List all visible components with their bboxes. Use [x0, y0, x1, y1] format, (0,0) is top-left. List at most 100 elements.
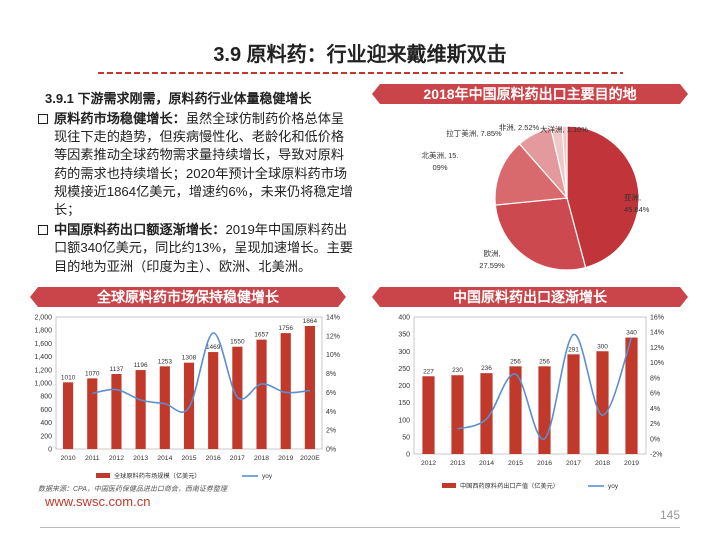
bar-value-label: 1657: [254, 332, 269, 339]
bar: [480, 373, 493, 454]
x-tick-label: 2015: [508, 460, 523, 467]
section-subtitle: 3.9.1 下游需求刚需，原料药行业体量稳健增长: [45, 91, 312, 106]
x-tick-label: 2014: [479, 460, 494, 467]
bar-value-label: 1196: [134, 362, 148, 369]
x-tick-label: 2017: [566, 460, 581, 467]
yoy-line: [457, 333, 633, 440]
bar: [159, 366, 170, 449]
pie-label: 大洋洲, 1.10%: [540, 124, 588, 134]
y-right-tick-label: 6%: [326, 390, 336, 397]
legend-line-label: yoy: [262, 473, 273, 480]
bullet-market-growth: 原料药市场稳健增长：虽然全球仿制药价格总体呈现往下走的趋势，但疾病慢性化、老龄化…: [38, 110, 356, 219]
y-right-tick-label: 8%: [326, 371, 336, 378]
y-left-tick-label: 1,800: [34, 328, 52, 335]
y-left-tick-label: 2,000: [34, 315, 52, 322]
export-chart: 0 50 100 150 200 250 300 350 400 -2% 0% 2% 4% 6% 8% 10%…: [398, 315, 664, 491]
bar: [304, 325, 315, 449]
data-source: 数据来源：CPA，中国医药保健品进出口商会，西南证券整理: [38, 486, 227, 493]
y-right-tick-label: 10%: [326, 352, 340, 359]
bar-value-label: 1308: [182, 355, 197, 362]
bullet-export-growth: 中国原料药出口额逐渐增长：2019年中国原料药出口额340亿美元，同比约13%，…: [38, 221, 356, 276]
x-tick-label: 2012: [421, 460, 436, 467]
bar: [63, 382, 74, 449]
pie-label: 拉丁美洲, 7.85%: [446, 128, 502, 138]
y-left-tick-label: 1,600: [34, 341, 52, 348]
bar-value-label: 236: [481, 365, 492, 372]
bar: [280, 333, 291, 449]
y-right-tick-label: 12%: [650, 345, 664, 352]
y-left-tick-label: 200: [40, 433, 52, 440]
y-left-tick-label: 1,000: [34, 381, 52, 388]
bar: [509, 366, 522, 454]
pie-slice-亚洲: [566, 125, 640, 269]
y-right-tick-label: 4%: [650, 406, 660, 413]
checkbox-icon: [38, 225, 48, 236]
bar-value-label: 340: [626, 330, 637, 337]
bar-value-label: 1756: [278, 325, 293, 332]
bar: [422, 376, 435, 454]
bullet-text: 2019年中国原料药出口额340亿美元，同比约13%，呈现加速增长。主要目的地为…: [54, 222, 353, 274]
y-right-tick-label: 14%: [650, 330, 664, 337]
bar-value-label: 256: [510, 358, 521, 365]
y-left-tick-label: 150: [398, 400, 410, 407]
bar-value-label: 1010: [61, 374, 76, 381]
y-left-tick-label: 1,400: [34, 354, 52, 361]
bar-value-label: 1864: [303, 318, 318, 325]
global-chart-title: 全球原料药市场保持稳健增长: [30, 287, 346, 307]
x-tick-label: 2015: [181, 455, 196, 462]
y-left-tick-label: 0: [48, 447, 52, 454]
bar: [87, 378, 98, 449]
checkbox-icon: [38, 114, 48, 124]
y-left-tick-label: 100: [398, 417, 410, 424]
legend-bar-swatch: [442, 483, 456, 488]
x-tick-label: 2019: [278, 455, 293, 462]
legend-line-label: yoy: [608, 483, 619, 490]
y-right-tick-label: 16%: [650, 315, 664, 322]
y-left-tick-label: 1,200: [34, 367, 52, 374]
x-tick-label: 2017: [230, 455, 245, 462]
plot-frame: [413, 316, 647, 455]
bar-value-label: 291: [568, 346, 579, 353]
bar-value-label: 1070: [85, 370, 100, 377]
y-left-tick-label: 0: [406, 452, 410, 459]
bar-value-label: 1469: [206, 344, 221, 351]
x-tick-label: 2018: [595, 460, 610, 467]
y-right-tick-label: 2%: [650, 421, 660, 428]
title-divider: [98, 72, 623, 74]
y-right-tick-label: 10%: [650, 360, 664, 367]
x-tick-label: 2013: [450, 460, 465, 467]
y-right-tick-label: 6%: [650, 391, 660, 398]
y-right-tick-label: 0%: [650, 436, 660, 443]
pie-chart: 亚洲, 45.84% 欧洲, 27.59% 北美洲, 15. 09% 拉丁美洲, 7.85%…: [421, 122, 650, 271]
bar: [625, 337, 638, 454]
x-tick-label: 2019: [624, 460, 639, 467]
y-right-tick-label: -2%: [650, 452, 662, 459]
x-tick-label: 2018: [254, 455, 269, 462]
bar: [135, 370, 146, 449]
bar: [256, 339, 267, 449]
y-right-tick-label: 4%: [326, 409, 336, 416]
x-tick-label: 2012: [109, 455, 124, 462]
bar: [451, 375, 464, 454]
y-left-tick-label: 250: [398, 366, 410, 373]
bar-value-label: 1550: [230, 339, 245, 346]
legend-bar-swatch: [96, 473, 110, 478]
x-tick-label: 2014: [157, 455, 172, 462]
footer-divider: [40, 527, 680, 528]
bar: [208, 352, 219, 449]
x-tick-label: 2010: [61, 455, 76, 462]
page-title: 3.9 原料药：行业迎来戴维斯双击: [213, 44, 507, 66]
bar: [567, 354, 580, 454]
bar: [596, 351, 609, 454]
pie-label: 非洲, 2.52%: [499, 122, 540, 132]
website-link[interactable]: www.swsc.com.cn: [45, 494, 151, 509]
legend-bar-label: 全球原料药市场规模（亿美元）: [114, 472, 201, 480]
y-left-tick-label: 350: [398, 332, 410, 339]
y-right-tick-label: 12%: [326, 333, 340, 340]
y-right-tick-label: 14%: [326, 315, 340, 322]
yoy-line: [92, 332, 310, 413]
bar: [111, 373, 122, 449]
y-left-tick-label: 300: [398, 349, 410, 356]
global-market-chart: 0 200 400 600 800 1,000 1,200 1,400 1,600 1,800 2,…: [34, 315, 340, 481]
x-tick-label: 2013: [133, 455, 148, 462]
